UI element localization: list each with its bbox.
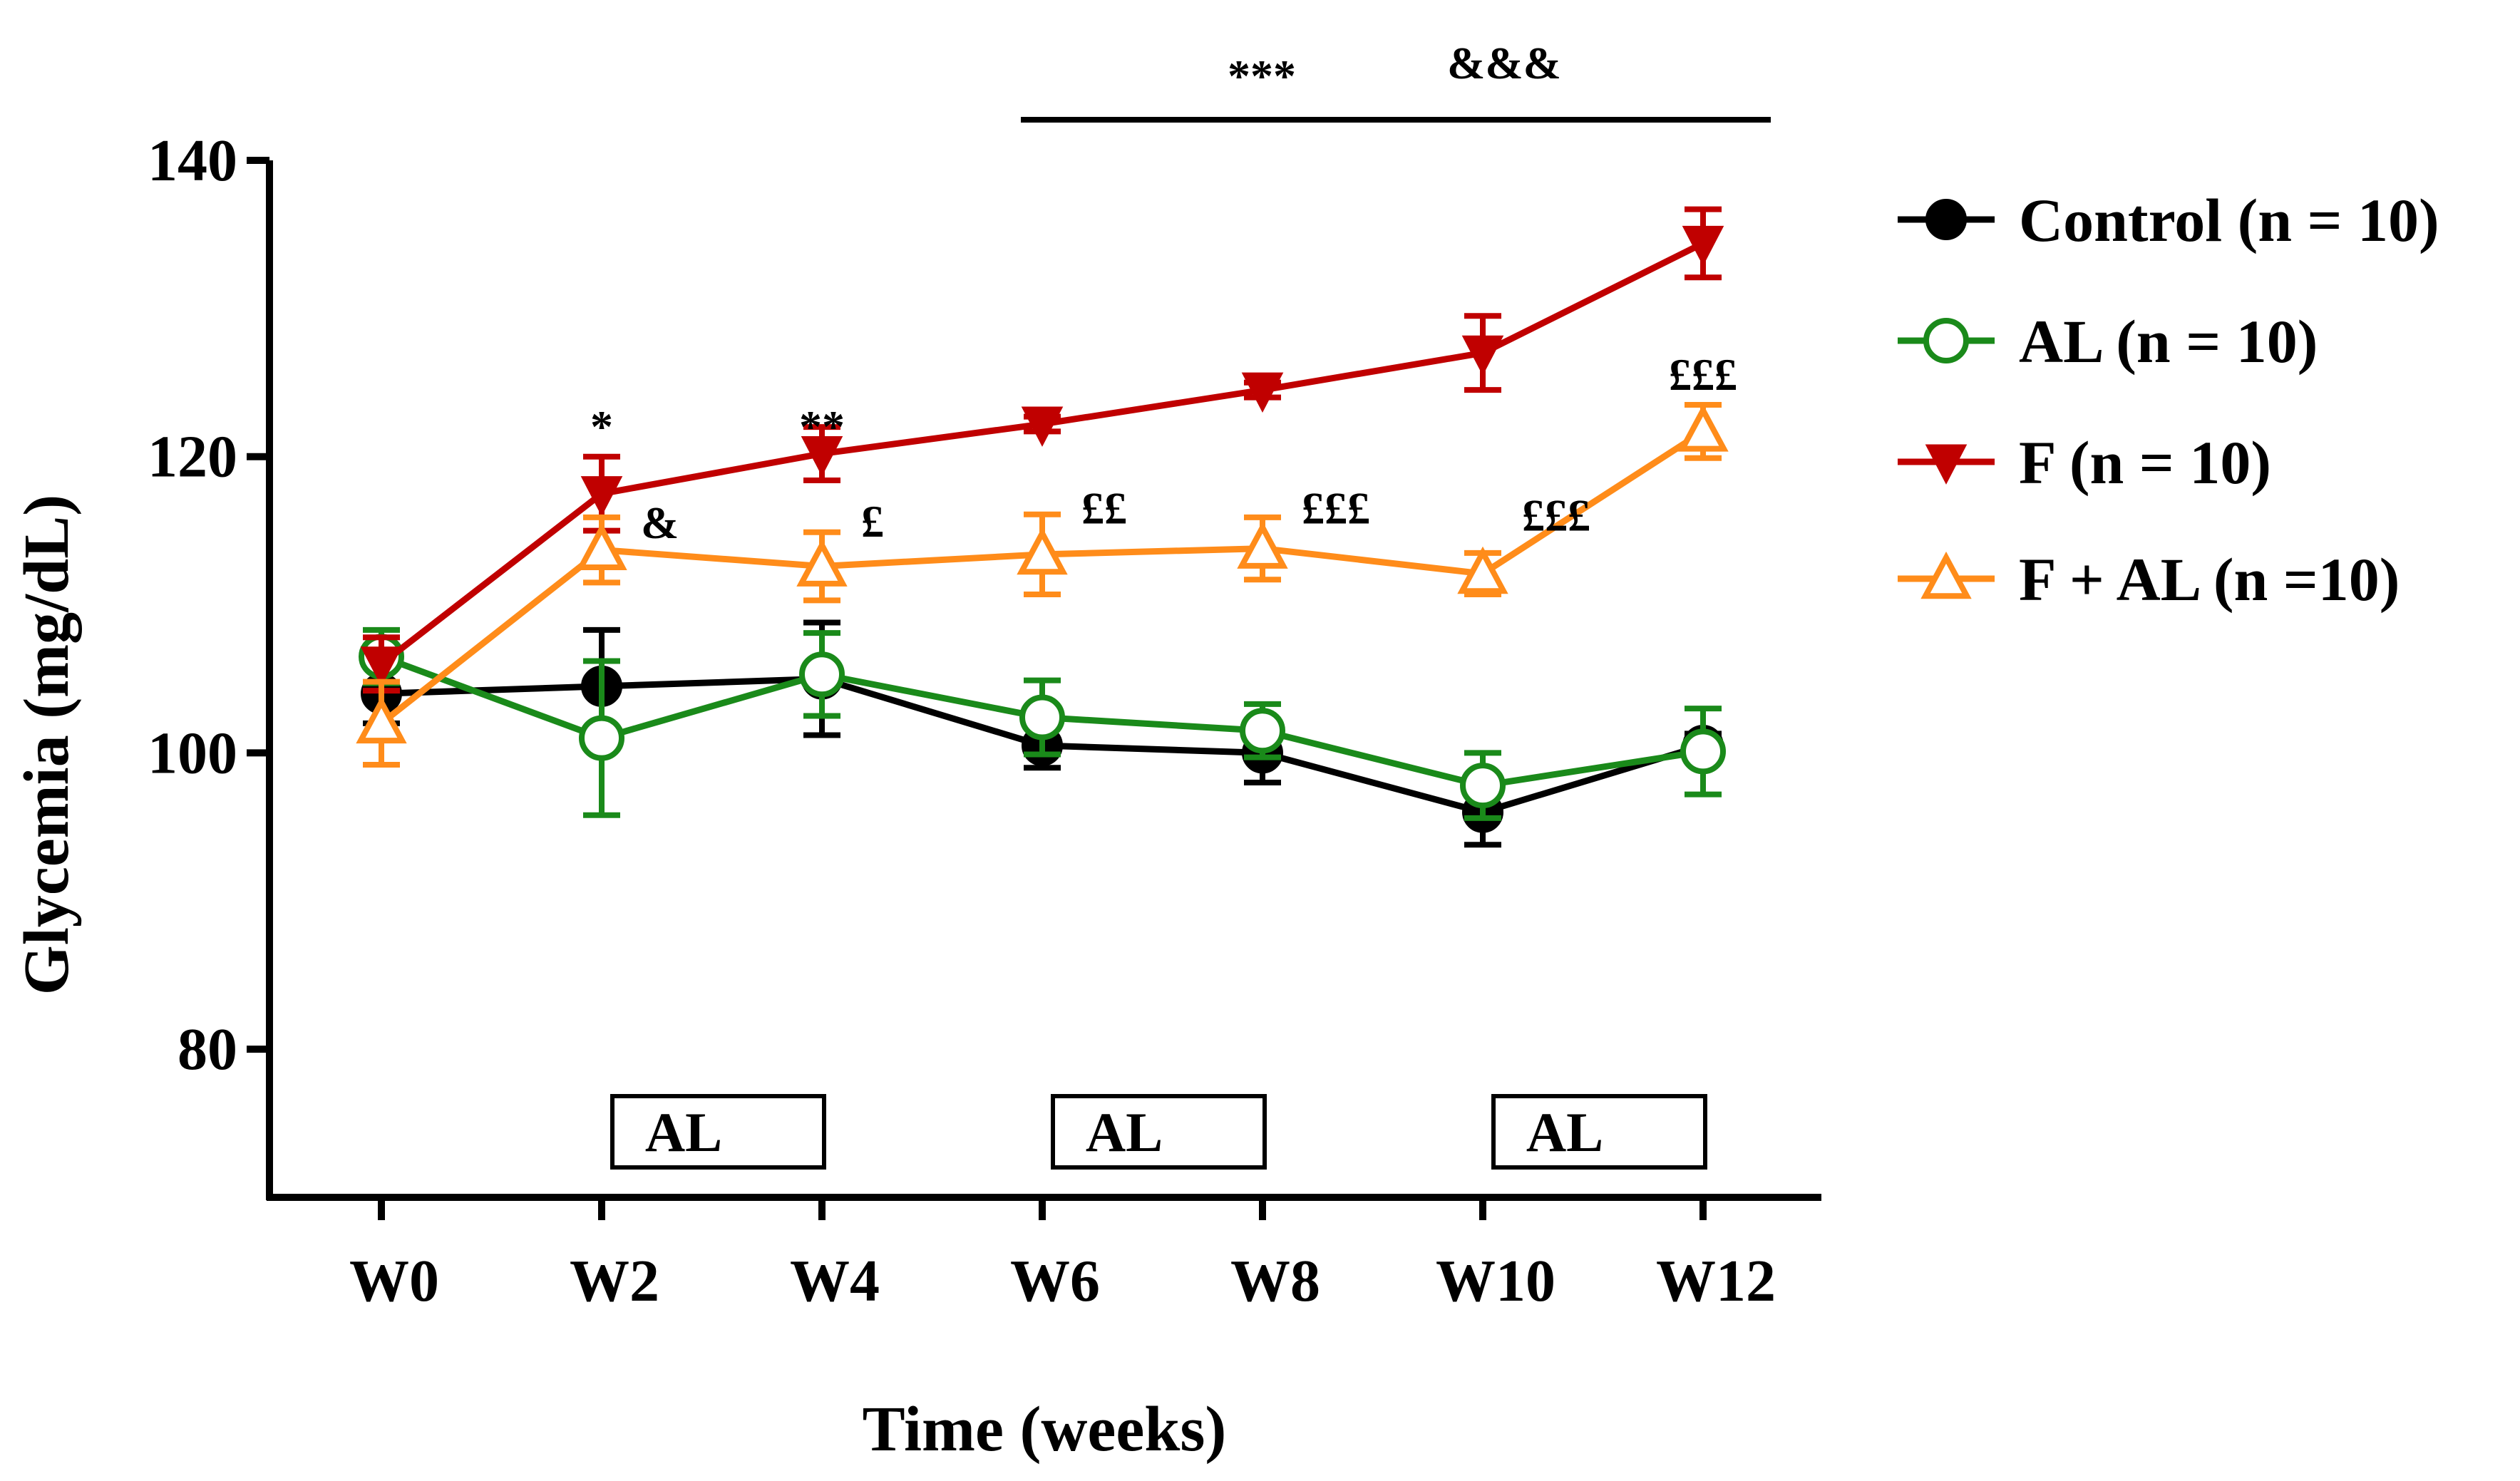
marker — [1680, 728, 1726, 775]
series-2 — [360, 206, 1724, 694]
significance-annotation: * — [590, 401, 613, 452]
series-3 — [356, 401, 1729, 768]
x-axis-title: Time (weeks) — [863, 1394, 1227, 1465]
marker — [1237, 521, 1288, 569]
marker — [1019, 694, 1065, 740]
treatment-box-label: AL — [1526, 1101, 1603, 1163]
series-1 — [359, 626, 1726, 821]
legend-item-1: AL (n = 10) — [1898, 307, 2318, 376]
marker — [1677, 404, 1729, 452]
significance-annotation: £££ — [1522, 490, 1590, 541]
marker — [1925, 444, 1968, 485]
y-axis-title: Glycemia (mg/dL) — [11, 495, 82, 995]
x-tick-label: W4 — [790, 1248, 880, 1314]
legend-item-2: F (n = 10) — [1898, 428, 2271, 497]
marker — [1241, 372, 1284, 413]
significance-annotation: £££ — [1669, 349, 1737, 400]
marker — [1461, 335, 1504, 376]
x-tick-label: W8 — [1230, 1248, 1320, 1314]
data-series — [356, 206, 1729, 848]
marker — [801, 436, 843, 477]
marker — [1460, 763, 1506, 809]
legend-label: Control (n = 10) — [2019, 186, 2439, 254]
x-tick-label: W12 — [1656, 1248, 1776, 1314]
marker — [796, 539, 848, 587]
marker — [1021, 406, 1064, 447]
legend-label: F (n = 10) — [2019, 428, 2271, 497]
treatment-box-label: AL — [645, 1101, 722, 1163]
marker — [1457, 546, 1508, 594]
treatment-boxes: AL AL AL — [610, 1094, 1707, 1170]
significance-annotation: ££ — [1081, 483, 1127, 533]
y-tick-label: 80 — [178, 1016, 237, 1083]
marker — [580, 476, 623, 517]
significance-annotation: £££ — [1302, 483, 1370, 533]
x-tick-label: W6 — [1010, 1248, 1100, 1314]
marker — [576, 522, 627, 570]
legend-item-0: Control (n = 10) — [1898, 186, 2439, 254]
marker — [1682, 225, 1724, 267]
legend-label: AL (n = 10) — [2019, 307, 2318, 376]
series-line — [379, 240, 1705, 667]
significance-annotation: ** — [799, 401, 845, 452]
marker — [1923, 318, 1969, 363]
marker — [1240, 708, 1285, 754]
marker — [1920, 551, 1972, 599]
treatment-box — [1491, 1094, 1707, 1170]
marker — [1017, 527, 1068, 575]
legend-label: F + AL (n =10) — [2019, 545, 2400, 614]
marker — [799, 651, 845, 698]
y-tick-label: 140 — [148, 128, 237, 194]
marker — [356, 696, 407, 744]
treatment-box — [610, 1094, 826, 1170]
axes: 80 100 120 140 W0 W2 W4 W6 W8 W10 W12 — [148, 128, 1821, 1314]
x-tick-label: W0 — [349, 1248, 439, 1314]
marker — [579, 715, 624, 761]
significance-annotation: & — [641, 497, 679, 548]
significance-bar-label: &&& — [1447, 38, 1561, 88]
legend: Control (n = 10) AL (n = 10) F (n = 10) F +… — [1898, 186, 2439, 614]
y-tick-label: 100 — [148, 720, 237, 786]
annotations: * **& £ ££ £££ ££££££*** &&& — [590, 38, 1771, 548]
marker — [360, 646, 403, 687]
x-tick-label: W2 — [570, 1248, 659, 1314]
significance-bar-label: *** — [1228, 51, 1296, 101]
y-tick-label: 120 — [148, 424, 237, 490]
x-tick-label: W10 — [1436, 1248, 1555, 1314]
treatment-box-label: AL — [1086, 1101, 1163, 1163]
significance-annotation: £ — [861, 496, 884, 547]
legend-item-3: F + AL (n =10) — [1898, 545, 2400, 614]
treatment-box — [1051, 1094, 1267, 1170]
marker — [1925, 199, 1967, 240]
